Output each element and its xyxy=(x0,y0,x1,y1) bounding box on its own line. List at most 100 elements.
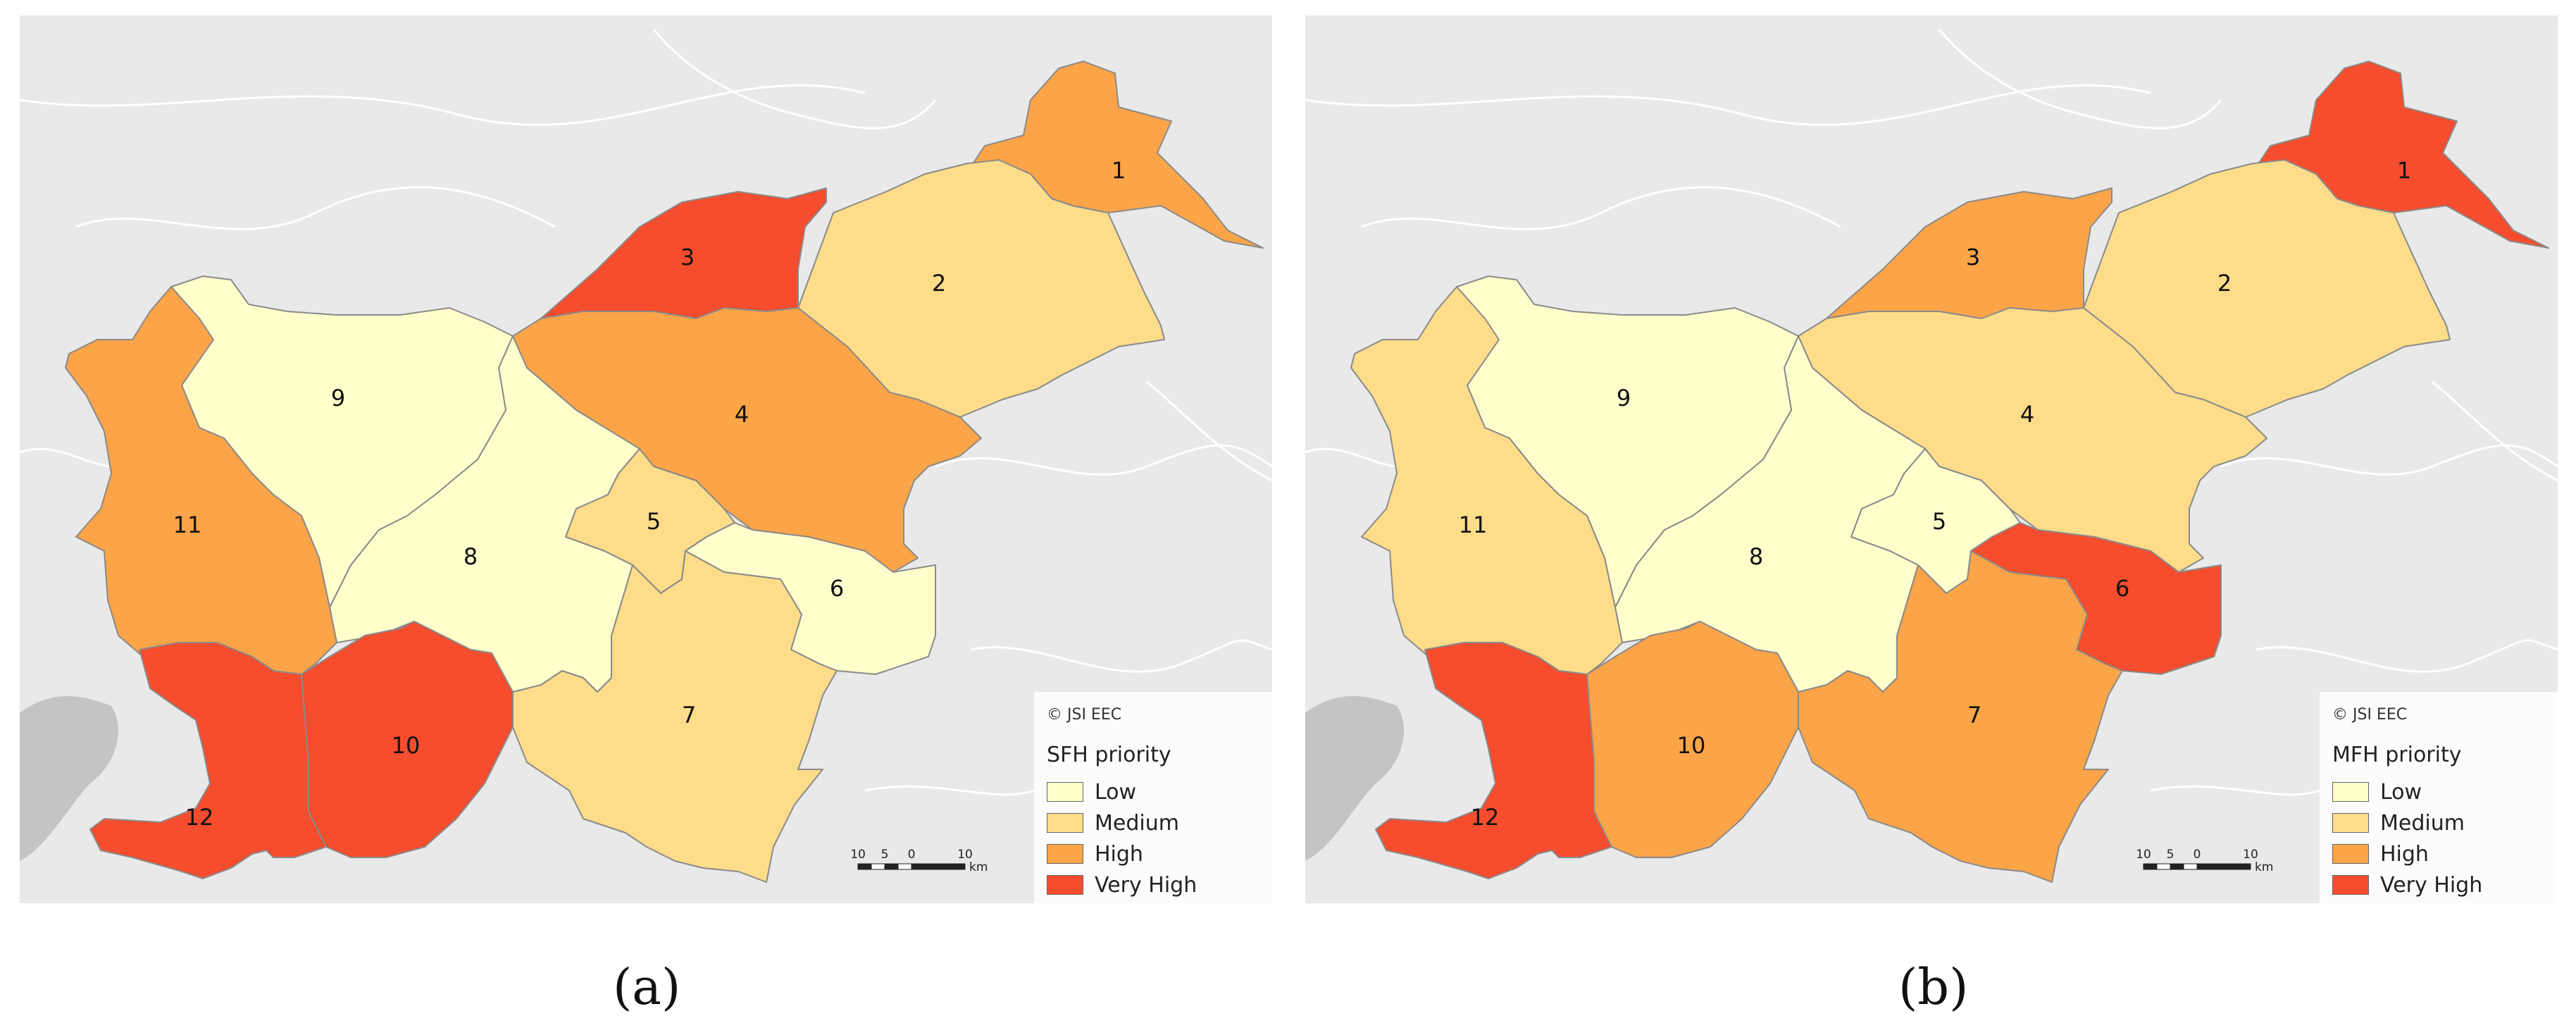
region-12 xyxy=(89,642,327,879)
sea-area xyxy=(1305,696,1404,861)
scale-tick-label: 10 xyxy=(2243,848,2258,862)
region-label-10: 10 xyxy=(392,732,421,759)
scale-tick-label: 5 xyxy=(2167,848,2174,862)
scale-tick-label: 5 xyxy=(881,848,889,862)
scale-unit: km xyxy=(969,860,988,874)
legend-label-medium: Medium xyxy=(1095,810,1179,836)
legend-item-high: High xyxy=(1047,838,1197,869)
legend-item-medium: Medium xyxy=(2332,807,2482,838)
background-line xyxy=(2150,785,2320,796)
scale-tick-label: 0 xyxy=(2194,848,2201,862)
region-label-11: 11 xyxy=(1459,512,1488,538)
scale-bar-segment xyxy=(2156,863,2171,870)
scale-bar-segment xyxy=(2183,863,2198,870)
region-11 xyxy=(65,286,337,675)
legend-b: © JSI EEC MFH priority Low Medium High V… xyxy=(2320,692,2558,903)
scale-bar-segment xyxy=(871,863,885,870)
region-label-12: 12 xyxy=(1471,804,1500,831)
region-label-3: 3 xyxy=(1966,244,1980,271)
legend-item-low: Low xyxy=(2332,776,2482,807)
region-label-2: 2 xyxy=(2217,270,2232,297)
region-label-9: 9 xyxy=(1617,385,1631,411)
legend-swatch-low xyxy=(1047,782,1083,802)
legend-swatch-high xyxy=(1047,844,1083,864)
legend-swatch-very-high xyxy=(1047,875,1083,895)
region-label-5: 5 xyxy=(647,508,661,535)
background-line xyxy=(1938,29,2222,130)
legend-item-high: High xyxy=(2332,838,2482,869)
legend-label-low: Low xyxy=(1095,779,1137,805)
background-line xyxy=(20,84,866,126)
caption-a: (a) xyxy=(613,958,681,1016)
background-line xyxy=(935,444,1272,476)
legend-item-low: Low xyxy=(1047,776,1197,807)
scale-bar-segment xyxy=(2196,863,2251,870)
region-label-3: 3 xyxy=(680,244,695,271)
background-line xyxy=(2432,380,2558,482)
region-label-4: 4 xyxy=(2020,401,2034,428)
region-label-7: 7 xyxy=(1967,702,1981,729)
region-label-9: 9 xyxy=(331,385,345,411)
legend-label-very-high: Very High xyxy=(2380,872,2483,898)
map-panel-a: 1 2 3 4 5 6 7 8 9 10 11 12 10 5 0 10 km © JSI EEC SFH p… xyxy=(20,16,1272,903)
legend-label-medium: Medium xyxy=(2380,810,2465,836)
region-12 xyxy=(1375,642,1612,879)
background-line xyxy=(2220,444,2558,476)
copyright-text: © JSI EEC xyxy=(1047,706,1122,724)
sea-area xyxy=(20,696,118,861)
region-label-12: 12 xyxy=(185,804,214,831)
background-line xyxy=(652,29,937,130)
legend-title: MFH priority xyxy=(2332,743,2462,767)
scale-unit: km xyxy=(2255,860,2273,874)
region-label-1: 1 xyxy=(1112,157,1126,184)
legend-swatch-low xyxy=(2332,782,2369,802)
legend-title: SFH priority xyxy=(1047,743,1171,767)
region-11 xyxy=(1350,286,1623,675)
scale-bar-segment xyxy=(857,863,872,870)
legend-swatch-very-high xyxy=(2332,875,2369,895)
scale-tick-label: 0 xyxy=(908,848,916,862)
background-line xyxy=(1146,380,1272,482)
legend-item-very-high: Very High xyxy=(1047,869,1197,900)
scale-tick-label: 10 xyxy=(957,848,973,862)
background-line xyxy=(970,639,1272,673)
region-label-1: 1 xyxy=(2397,157,2411,184)
region-label-7: 7 xyxy=(682,702,696,729)
background-line xyxy=(1361,186,1841,230)
legend-items: Low Medium High Very High xyxy=(1047,776,1197,900)
legend-swatch-medium xyxy=(1047,813,1083,833)
scale-tick-label: 10 xyxy=(851,848,866,862)
scale-bar-segment xyxy=(911,863,966,870)
caption-b: (b) xyxy=(1898,958,1969,1016)
scale-bar-segment xyxy=(884,863,899,870)
region-label-10: 10 xyxy=(1677,732,1706,759)
legend-items: Low Medium High Very High xyxy=(2332,776,2482,900)
legend-swatch-medium xyxy=(2332,813,2369,833)
legend-label-low: Low xyxy=(2380,779,2422,805)
copyright-text: © JSI EEC xyxy=(2332,706,2408,724)
region-label-8: 8 xyxy=(1749,543,1763,570)
background-line xyxy=(1305,84,2151,126)
legend-label-high: High xyxy=(2380,841,2429,867)
scale-bar-segment xyxy=(897,863,912,870)
legend-label-very-high: Very High xyxy=(1095,872,1197,898)
region-label-4: 4 xyxy=(735,401,749,428)
region-label-6: 6 xyxy=(830,575,844,602)
legend-item-medium: Medium xyxy=(1047,807,1197,838)
scale-bar-segment xyxy=(2170,863,2184,870)
legend-a: © JSI EEC SFH priority Low Medium High V… xyxy=(1034,692,1272,903)
scale-bar-segment xyxy=(2143,863,2158,870)
region-label-5: 5 xyxy=(1932,508,1946,535)
background-line xyxy=(2255,639,2558,673)
legend-swatch-high xyxy=(2332,844,2369,864)
map-panel-b: 1 2 3 4 5 6 7 8 9 10 11 12 10 5 0 10 km © JSI EEC MFH p… xyxy=(1305,16,2558,903)
legend-label-high: High xyxy=(1095,841,1143,867)
region-label-6: 6 xyxy=(2115,575,2129,602)
scale-tick-label: 10 xyxy=(2136,848,2151,862)
legend-item-very-high: Very High xyxy=(2332,869,2482,900)
region-label-2: 2 xyxy=(932,270,946,297)
background-line xyxy=(75,186,556,230)
